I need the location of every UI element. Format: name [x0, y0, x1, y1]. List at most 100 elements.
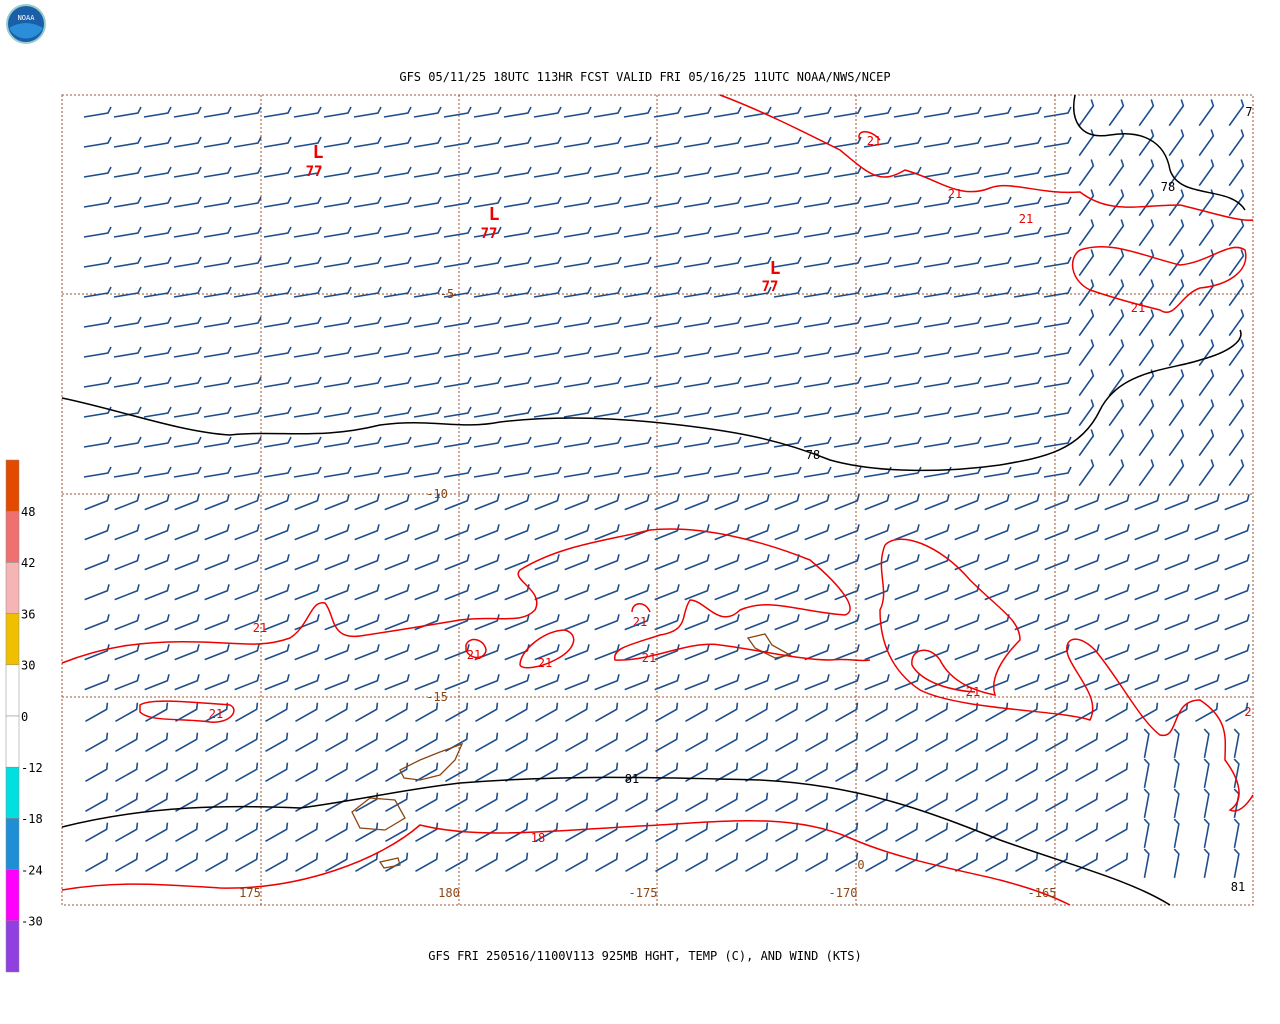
barb-shaft — [953, 286, 982, 298]
wind-barb — [474, 494, 500, 511]
wind-barb — [535, 822, 559, 843]
wind-barb — [1168, 429, 1185, 457]
barb-shaft — [324, 674, 350, 691]
barb-shaft — [264, 644, 290, 661]
barb-shaft — [533, 256, 562, 268]
barb-shaft — [773, 376, 802, 388]
barb-shaft — [1198, 309, 1215, 337]
barb-shaft — [775, 762, 799, 783]
barb-shaft — [713, 316, 742, 328]
barb-shaft — [925, 702, 949, 723]
wind-barb — [113, 136, 142, 148]
wind-barb — [294, 584, 320, 601]
barb-shaft — [893, 376, 922, 388]
wind-barb — [1075, 822, 1099, 843]
wind-barb — [653, 226, 682, 238]
wind-barb — [144, 584, 170, 601]
wind-barb — [325, 762, 349, 783]
barb-shaft — [293, 466, 322, 478]
wind-barb — [295, 762, 319, 783]
wind-barb — [1168, 309, 1185, 337]
barb-shaft — [624, 584, 650, 601]
barb-shaft — [775, 702, 799, 723]
barb-shaft — [953, 466, 982, 478]
wind-barb — [1014, 614, 1040, 631]
barb-shaft — [1078, 279, 1095, 307]
wind-barb — [714, 644, 740, 661]
barb-shaft — [1074, 674, 1100, 691]
wind-barb — [503, 166, 532, 178]
wind-barb — [1043, 406, 1072, 418]
barb-shaft — [1138, 129, 1155, 157]
barb-shaft — [805, 852, 829, 873]
barb-shaft — [535, 852, 559, 873]
wind-barb — [413, 286, 442, 298]
wind-barb — [743, 286, 772, 298]
wind-barb — [715, 822, 739, 843]
wind-barb — [353, 226, 382, 238]
barb-shaft — [713, 286, 742, 298]
barb-shaft — [595, 762, 619, 783]
wind-barb — [685, 702, 709, 723]
barb-shaft — [1194, 494, 1220, 511]
wind-barb — [745, 852, 769, 873]
wind-barb — [624, 614, 650, 631]
color-bar-label: -12 — [21, 761, 43, 775]
wind-barb — [383, 466, 412, 478]
wind-barb — [293, 466, 322, 478]
barb-shaft — [85, 822, 109, 843]
wind-barb — [293, 376, 322, 388]
wind-barb — [113, 286, 142, 298]
barb-shaft — [324, 554, 350, 571]
wind-barb — [773, 136, 802, 148]
barb-shaft — [803, 376, 832, 388]
wind-barb — [683, 196, 712, 208]
barb-shaft — [1168, 159, 1185, 187]
wind-barb — [413, 136, 442, 148]
barb-shaft — [143, 106, 172, 118]
barb-shaft — [1014, 614, 1040, 631]
low-symbol: L — [313, 142, 324, 163]
barb-shaft — [294, 524, 320, 541]
barb-shaft — [683, 106, 712, 118]
wind-barb — [743, 136, 772, 148]
wind-barb — [413, 316, 442, 328]
wind-barb — [293, 436, 322, 448]
wind-barb — [1104, 494, 1130, 511]
wind-barb — [595, 732, 619, 753]
wind-barb — [414, 674, 440, 691]
wind-barb — [773, 376, 802, 388]
wind-barb — [624, 644, 650, 661]
color-bar-segment — [5, 715, 20, 768]
wind-barb — [173, 346, 202, 358]
wind-barb — [323, 316, 352, 328]
low-value: 77 — [481, 226, 498, 242]
wind-barb — [263, 466, 292, 478]
wind-barb — [534, 614, 560, 631]
barb-shaft — [415, 732, 439, 753]
barb-shaft — [803, 196, 832, 208]
barb-shaft — [563, 226, 592, 238]
wind-barb — [295, 822, 319, 843]
wind-barb — [234, 524, 260, 541]
wind-barb — [594, 614, 620, 631]
barb-shaft — [1168, 429, 1185, 457]
barb-shaft — [1045, 792, 1069, 813]
barb-shaft — [984, 614, 1010, 631]
wind-barb — [144, 614, 170, 631]
barb-shaft — [1105, 822, 1129, 843]
wind-barb — [684, 554, 710, 571]
barb-shaft — [563, 466, 592, 478]
wind-barb — [444, 644, 470, 661]
wind-barb — [1173, 818, 1180, 849]
barb-shaft — [114, 644, 140, 661]
wind-barb — [593, 286, 622, 298]
barb-shaft — [504, 554, 530, 571]
barb-shaft — [114, 524, 140, 541]
barb-shaft — [1013, 466, 1042, 478]
wind-barb — [144, 554, 170, 571]
barb-shaft — [1075, 702, 1099, 723]
barb-shaft — [534, 554, 560, 571]
barb-shaft — [115, 702, 139, 723]
